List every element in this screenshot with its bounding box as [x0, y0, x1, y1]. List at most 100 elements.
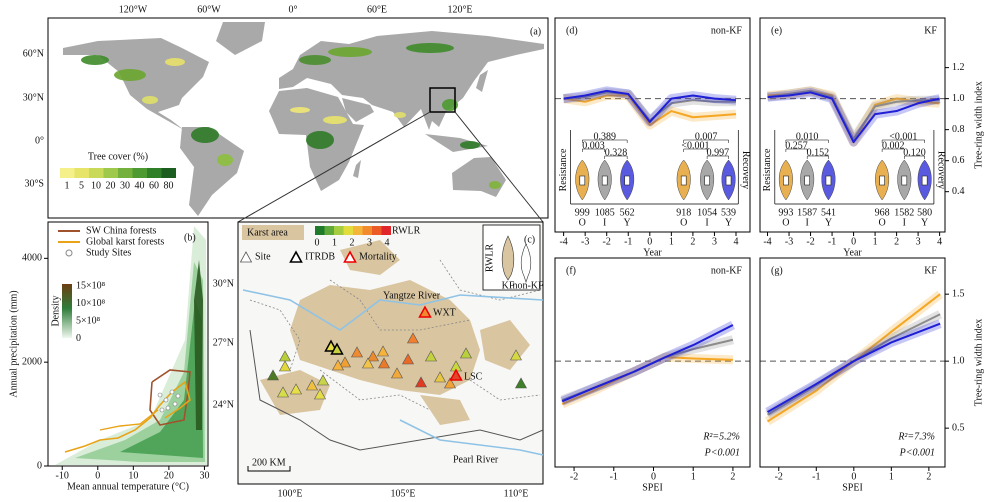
colorbar-label: 15×10⁸	[76, 280, 106, 291]
p-value: <0.001	[681, 140, 709, 151]
sample-size: 918	[676, 207, 691, 218]
site-marker	[366, 350, 380, 362]
panel-label: (e)	[771, 25, 782, 36]
inset-ylabel: Resistance	[762, 148, 773, 191]
x-axis-label: Year	[643, 247, 662, 258]
x-tick-label: -2	[603, 236, 611, 247]
sample-size: 1054	[697, 207, 717, 218]
y-axis-label: Tree-ring width index	[973, 81, 984, 168]
y-tick-label: 1.5	[952, 288, 965, 299]
bracket	[683, 139, 729, 143]
study-site	[169, 389, 175, 395]
study-site	[163, 397, 169, 403]
series-line	[563, 89, 737, 123]
tree-cover-patch	[191, 127, 219, 143]
tree-cover-patch	[217, 154, 233, 166]
legend-swatch	[118, 168, 133, 178]
x-tick-label: -2	[775, 471, 783, 482]
colorbar-label: 0	[76, 333, 81, 344]
lon-label: 105°E	[390, 488, 415, 499]
x-tick-label: -3	[581, 236, 589, 247]
box	[783, 175, 789, 186]
bracket	[904, 155, 925, 159]
tree-cover-patch	[290, 107, 310, 113]
x-tick-label: 2	[926, 471, 931, 482]
x-tick-label: -4	[763, 236, 771, 247]
y-tick-label: 0	[37, 460, 42, 471]
lon-label: 120°W	[119, 4, 148, 15]
site-marker	[305, 379, 319, 391]
density-cloud	[75, 262, 205, 462]
x-axis-label: SPEI	[642, 482, 663, 493]
p-value: <0.001	[889, 131, 917, 142]
legend-swatch	[147, 168, 162, 178]
bracket	[881, 139, 925, 143]
legend-label: Global karst forests	[86, 236, 164, 247]
x-axis-label: Mean annual temperature (°C)	[67, 481, 189, 492]
site-marker	[424, 350, 438, 362]
x-tick-label: 2	[730, 471, 735, 482]
contour	[99, 409, 159, 431]
x-tick-label: 1	[889, 471, 894, 482]
site-marker	[330, 342, 344, 355]
site-marker	[509, 349, 523, 361]
tree-cover-patch	[328, 47, 372, 57]
colorbar-title: RWLR	[392, 225, 421, 236]
x-tick-label: 1	[691, 471, 696, 482]
site-marker	[343, 250, 357, 263]
tree-cover-patch	[142, 96, 158, 104]
x-tick-label: -2	[806, 236, 814, 247]
study-site	[165, 405, 171, 411]
colorbar-cell	[353, 226, 363, 235]
stats-label: R²=5.2%	[702, 431, 740, 442]
x-axis-label: Year	[843, 247, 862, 258]
site-marker	[459, 347, 473, 359]
legend-swatch	[242, 225, 304, 240]
river	[399, 419, 544, 456]
colorbar-label: 10×10⁸	[76, 298, 106, 309]
box	[879, 175, 885, 186]
colorbar-cell	[324, 226, 334, 235]
bracket	[706, 155, 729, 159]
p-value: 0.002	[882, 140, 905, 151]
karst-area	[340, 240, 400, 275]
tree-cover-patch	[460, 141, 480, 149]
p-value: 0.257	[785, 140, 808, 151]
group-label: Y	[921, 217, 928, 228]
sample-size: 993	[778, 207, 793, 218]
site-marker	[443, 377, 457, 389]
tree-cover-patch	[406, 43, 454, 53]
legend-marker	[65, 249, 73, 257]
group-label: Y	[825, 217, 832, 228]
x-tick-label: 3	[712, 236, 717, 247]
x-tick-label: 1	[669, 236, 674, 247]
sample-size: 562	[620, 207, 635, 218]
sample-size: 1085	[595, 207, 615, 218]
zoom-line	[454, 111, 544, 223]
contour	[149, 369, 191, 426]
group-label: I	[806, 217, 809, 228]
site-marker	[449, 368, 463, 381]
zoom-line	[237, 111, 431, 223]
bracket	[806, 155, 829, 159]
inset-ylabel: Resistance	[558, 148, 569, 191]
y-tick-label: 1.0	[952, 93, 965, 104]
x-tick-label: -10	[56, 470, 69, 481]
province-border	[319, 369, 431, 411]
site-marker	[239, 251, 253, 263]
panel-label: (g)	[771, 265, 783, 276]
confidence-band	[765, 319, 942, 416]
x-tick-label: 0	[851, 236, 856, 247]
inset-label: non-KF	[512, 280, 544, 291]
p-value: 0.152	[807, 147, 830, 158]
site-marker	[514, 377, 528, 389]
continent	[353, 160, 361, 178]
tree-cover-patch	[81, 55, 109, 65]
plot-frame	[759, 257, 946, 468]
box	[680, 175, 687, 186]
legend-swatch	[132, 168, 147, 178]
site-marker	[276, 386, 290, 398]
colorbar	[62, 284, 72, 338]
colorbar-cell	[381, 226, 391, 235]
